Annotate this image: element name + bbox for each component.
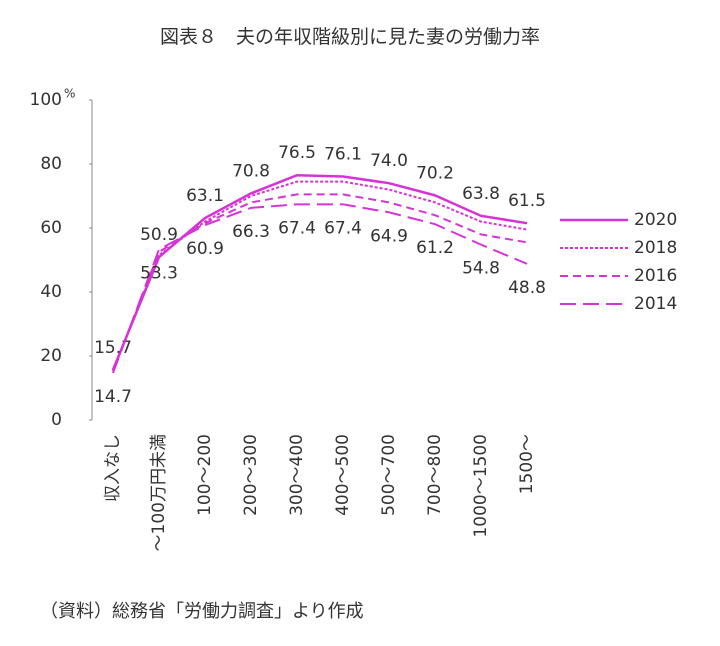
y-unit: % — [64, 87, 75, 101]
x-tick-label: 300〜400 — [287, 434, 307, 516]
data-label: 76.1 — [324, 144, 362, 164]
x-tick-label: 100〜200 — [195, 434, 215, 516]
line-series — [112, 180, 528, 371]
y-tick-label: 60 — [40, 218, 62, 238]
data-label: 70.8 — [232, 161, 270, 181]
data-label: 74.0 — [370, 151, 408, 171]
data-label: 54.8 — [462, 259, 500, 279]
line-series — [112, 203, 528, 374]
data-label: 61.5 — [508, 191, 546, 211]
x-tick-label: 1000〜1500 — [471, 434, 491, 538]
data-label: 14.7 — [94, 387, 132, 407]
x-tick-label: 200〜300 — [241, 434, 261, 516]
data-label: 70.2 — [416, 163, 454, 183]
data-label: 53.3 — [140, 263, 178, 283]
x-tick-label: 400〜500 — [333, 434, 353, 516]
legend-label: 2014 — [634, 294, 677, 314]
data-label: 15.7 — [94, 338, 132, 358]
data-label: 63.1 — [186, 186, 224, 206]
data-label: 67.4 — [324, 218, 362, 238]
data-label: 60.9 — [186, 239, 224, 259]
x-tick-label: 〜100万円未満 — [149, 434, 169, 551]
data-label: 67.4 — [278, 218, 316, 238]
y-tick-label: 0 — [51, 410, 62, 430]
x-tick-label: 500〜700 — [379, 434, 399, 516]
legend-label: 2018 — [634, 238, 677, 258]
data-label: 50.9 — [140, 225, 178, 245]
data-label: 48.8 — [508, 278, 546, 298]
y-tick-label: 100 — [30, 90, 62, 110]
y-tick-label: 20 — [40, 346, 62, 366]
line-series — [112, 193, 528, 372]
y-tick-label: 80 — [40, 154, 62, 174]
legend-label: 2016 — [634, 266, 677, 286]
data-label: 64.9 — [370, 226, 408, 246]
x-tick-label: 収入なし — [103, 434, 123, 502]
data-label: 63.8 — [462, 184, 500, 204]
chart-title: 図表８ 夫の年収階級別に見た妻の労働力率 — [160, 26, 540, 48]
data-label: 66.3 — [232, 222, 270, 242]
data-label: 76.5 — [278, 143, 316, 163]
y-tick-label: 40 — [40, 282, 62, 302]
data-label: 61.2 — [416, 238, 454, 258]
source-note: （資料）総務省「労働力調査」より作成 — [40, 601, 364, 622]
x-tick-label: 1500〜 — [517, 434, 537, 494]
x-tick-label: 700〜800 — [425, 434, 445, 516]
legend-label: 2020 — [634, 210, 677, 230]
